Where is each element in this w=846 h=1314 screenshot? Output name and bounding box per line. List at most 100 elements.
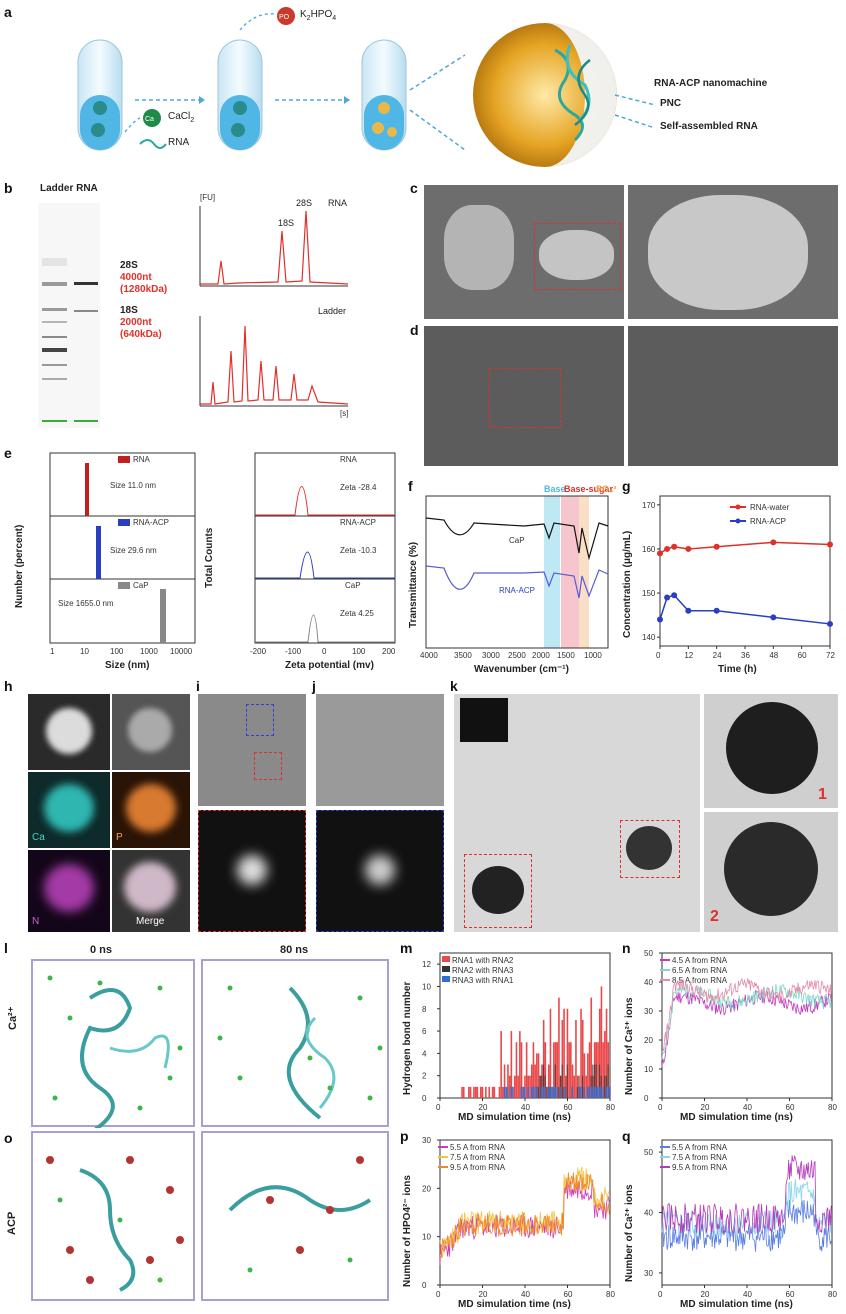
x-tick-label: 60 xyxy=(798,651,807,660)
panel-label-q: q xyxy=(622,1128,631,1144)
hbond-bar xyxy=(527,1075,530,1098)
data-point xyxy=(713,607,720,614)
series-line-1 xyxy=(439,1166,610,1258)
x-tick-label: 20 xyxy=(701,1290,710,1299)
svg-text:Number of Ca²⁺ ions: Number of Ca²⁺ ions xyxy=(624,1184,635,1282)
x-tick-label: 36 xyxy=(741,651,750,660)
hbond-bar xyxy=(542,1019,545,1098)
hbond-bar xyxy=(473,1086,475,1098)
svg-text:PO₄³⁻: PO₄³⁻ xyxy=(596,484,616,494)
hbond-bar xyxy=(607,1064,609,1098)
x-tick-label: 40 xyxy=(521,1103,530,1112)
y-tick-label: 10 xyxy=(644,1065,653,1074)
hbond-bar xyxy=(505,1086,507,1098)
y-tick-label: 150 xyxy=(642,589,656,598)
hbond-bar xyxy=(600,986,603,1098)
hbond-bar xyxy=(529,1075,531,1098)
svg-text:6.5 A from RNA: 6.5 A from RNA xyxy=(672,966,728,975)
y-tick-label: 20 xyxy=(422,1184,431,1193)
hbond-bar xyxy=(597,1086,599,1098)
hbond-bar xyxy=(524,1075,526,1098)
hbond-bar xyxy=(537,1086,539,1098)
svg-text:3500: 3500 xyxy=(454,651,472,660)
hbond-bar xyxy=(488,1086,491,1098)
x-tick-label: 80 xyxy=(828,1103,837,1112)
hbond-bar xyxy=(576,1075,579,1098)
hbond-bar xyxy=(527,1086,529,1098)
haadf-image xyxy=(28,694,110,770)
hbond-bar xyxy=(570,1042,572,1098)
marker-18s: 18S 2000nt (640kDa) xyxy=(120,305,162,340)
y-tick-label: 10 xyxy=(422,1233,431,1242)
svg-text:5.5 A from RNA: 5.5 A from RNA xyxy=(450,1143,506,1152)
svg-text:PO: PO xyxy=(279,14,290,21)
plot-frame xyxy=(659,495,831,647)
hbond-bar xyxy=(534,1064,536,1098)
hbond-bar xyxy=(510,1031,513,1098)
series-line-0 xyxy=(659,541,831,554)
hbond-bar xyxy=(479,1086,482,1098)
hbond-bar xyxy=(461,1086,463,1098)
svg-text:Size 29.6 nm: Size 29.6 nm xyxy=(110,546,157,555)
svg-text:Hydrogen bond number: Hydrogen bond number xyxy=(402,982,413,1095)
n-map: N xyxy=(28,850,110,932)
x-tick-label: 60 xyxy=(564,1103,573,1112)
svg-text:Number of Ca²⁺ ions: Number of Ca²⁺ ions xyxy=(624,997,635,1095)
x-tick-label: 20 xyxy=(479,1103,488,1112)
hbond-bar xyxy=(551,1086,553,1098)
y-tick-label: 140 xyxy=(642,633,656,642)
hbond-bar xyxy=(468,1086,470,1098)
hbond-bar xyxy=(534,1086,536,1098)
hbond-bar xyxy=(503,1064,506,1098)
svg-text:Transmittance (%): Transmittance (%) xyxy=(408,542,419,628)
ladder-trace: Ladder [s] xyxy=(199,306,348,418)
panel-label-c: c xyxy=(410,180,418,196)
svg-text:7.5 A from RNA: 7.5 A from RNA xyxy=(672,1153,728,1162)
hbond-bar xyxy=(583,1086,585,1098)
hbond-bar xyxy=(575,1019,577,1098)
hbond-bar xyxy=(556,1042,559,1098)
svg-text:RNA-ACP: RNA-ACP xyxy=(133,518,169,527)
svg-text:MD simulation time (ns): MD simulation time (ns) xyxy=(680,1299,793,1310)
hbond-bar xyxy=(532,1042,535,1098)
y-tick-label: 0 xyxy=(422,1094,427,1103)
series-line-1 xyxy=(659,594,831,625)
svg-text:RNA3 with RNA1: RNA3 with RNA1 xyxy=(452,976,514,985)
hbond-bar xyxy=(493,1086,496,1098)
hbond-bar xyxy=(564,1086,567,1098)
svg-text:18S: 18S xyxy=(278,218,294,228)
series-line-2 xyxy=(661,1155,832,1235)
base-sugar-band xyxy=(561,496,579,648)
sem-zoom-d xyxy=(628,326,838,466)
row-label-ca: Ca²⁺ xyxy=(7,1006,19,1030)
svg-text:Size 1655.0 nm: Size 1655.0 nm xyxy=(58,599,114,608)
sem-overview-d xyxy=(424,326,624,466)
hbond-bar xyxy=(537,1053,540,1098)
hbond-bar xyxy=(592,1086,594,1098)
hbond-bar xyxy=(558,997,560,1098)
svg-text:Zeta 4.25: Zeta 4.25 xyxy=(340,609,374,618)
y-tick-label: 30 xyxy=(422,1136,431,1145)
rna-trace: 18S 28S RNA [FU] xyxy=(199,193,349,287)
hbond-bar xyxy=(507,1086,509,1098)
hbond-bar xyxy=(474,1086,477,1098)
sem-overview-c xyxy=(424,185,624,319)
svg-text:CaP: CaP xyxy=(509,536,525,545)
y-tick-label: 12 xyxy=(422,960,431,969)
hbond-bar xyxy=(536,1053,538,1098)
panel-label-f: f xyxy=(408,478,413,494)
svg-text:CaP: CaP xyxy=(133,581,149,590)
hbond-bar xyxy=(590,1086,592,1098)
tem-image-i xyxy=(198,694,306,806)
panel-label-j: j xyxy=(312,678,316,694)
ladder-rna-title: Ladder RNA xyxy=(40,183,98,194)
x-tick-label: 48 xyxy=(769,651,778,660)
hbond-bar xyxy=(532,1086,534,1098)
svg-text:28S: 28S xyxy=(296,198,312,208)
hbond-bar xyxy=(530,1086,533,1098)
series-line-2 xyxy=(661,977,832,1053)
hbond-bar xyxy=(605,1075,607,1098)
hrtem-image-j xyxy=(316,694,444,806)
hbond-bar xyxy=(590,1075,592,1098)
svg-text:RNA2 with RNA3: RNA2 with RNA3 xyxy=(452,966,514,975)
